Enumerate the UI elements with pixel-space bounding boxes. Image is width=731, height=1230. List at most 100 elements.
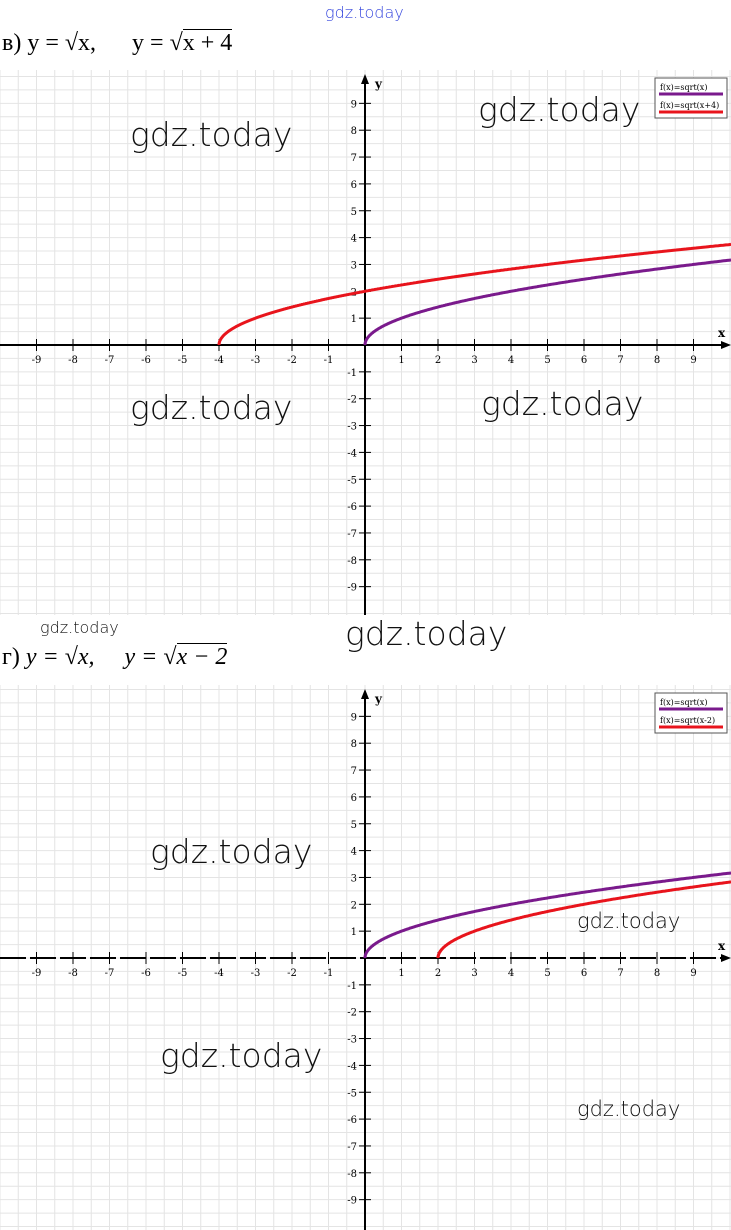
y-tick-label: 2 [351,900,357,911]
x-tick-label: 9 [690,355,696,366]
y-axis-label: y [374,77,383,91]
x-tick-label: -2 [287,355,297,366]
series-line-2 [217,242,731,345]
y-tick-label: -5 [347,475,357,486]
y-tick-label: -9 [347,583,357,594]
y-tick-label: -1 [347,981,357,992]
heading-function-2-radicand: x − 2 [176,643,228,670]
x-tick-label: -7 [105,355,115,366]
legend: f(x)=sqrt(x) f(x)=sqrt(x+4) [654,77,728,119]
watermark: gdz.today [481,384,644,423]
y-tick-label: -5 [347,1088,357,1099]
x-tick-label: 5 [544,968,550,979]
watermark: gdz.today [40,618,119,637]
legend-label: f(x)=sqrt(x+4) [660,101,719,110]
y-tick-label: -3 [347,1035,357,1046]
y-tick-label: -6 [347,502,357,513]
x-tick-label: 1 [398,968,404,979]
y-tick-label: 5 [351,207,357,218]
y-tick-label: -8 [347,1169,357,1180]
x-tick-label: 6 [581,355,587,366]
x-tick-label: 5 [544,355,550,366]
x-tick-label: 4 [508,355,514,366]
watermark: gdz.today [130,115,293,154]
legend: f(x)=sqrt(x) f(x)=sqrt(x-2) [654,692,728,734]
x-tick-label: -7 [105,968,115,979]
x-tick-label: 7 [617,968,623,979]
x-axis-label: x [718,326,726,340]
x-tick-label: 8 [654,355,660,366]
series-line-1 [363,871,731,958]
watermark: gdz.today [160,1036,323,1075]
legend-label: f(x)=sqrt(x-2) [660,716,715,725]
legend-label: f(x)=sqrt(x) [660,83,707,92]
x-tick-label: -3 [251,355,261,366]
heading-function-1: y = √x, [25,644,95,670]
y-tick-label: 9 [351,99,357,110]
y-tick-label: -9 [347,1196,357,1207]
y-tick-label: 4 [351,234,357,245]
y-axis-label: y [374,692,383,706]
x-tick-label: -1 [324,355,334,366]
series-line-1 [363,258,731,345]
watermark: gdz.today [577,909,681,933]
x-tick-label: -4 [214,968,224,979]
x-axis-arrow [721,341,731,349]
y-tick-label: 1 [351,314,357,325]
y-tick-label: 3 [351,260,357,271]
x-axis-label: x [718,939,726,953]
y-tick-label: -2 [347,395,357,406]
x-tick-label: 7 [617,355,623,366]
y-tick-label: 8 [351,126,357,137]
y-tick-label: 9 [351,712,357,723]
y-tick-label: 8 [351,739,357,750]
chart-2: x y -9 -8 -7 -6 -5 -4 -3 -2 -1 1 2 3 4 5 6 7 8 9 -9 -8 -7 -6 -5 -… [0,685,731,1230]
y-axis-arrow [361,74,369,84]
y-tick-label: -7 [347,529,357,540]
y-axis-arrow [361,689,369,699]
y-tick-label: 4 [351,847,357,858]
y-tick-label: 7 [351,766,357,777]
y-tick-label: 1 [351,927,357,938]
heading-letter: г) [2,644,20,670]
x-tick-label: -5 [178,968,188,979]
watermark: gdz.today [325,3,404,22]
x-tick-label: 6 [581,968,587,979]
y-tick-label: 7 [351,153,357,164]
x-tick-label: -5 [178,355,188,366]
y-tick-label: -7 [347,1142,357,1153]
x-tick-label: -9 [32,355,42,366]
x-tick-label: -1 [324,968,334,979]
y-tick-label: 6 [351,180,357,191]
x-tick-label: 2 [435,355,441,366]
heading-function-2-prefix: y = √ [124,644,177,670]
x-tick-label: -6 [141,968,151,979]
y-tick-label: 6 [351,793,357,804]
x-tick-label: -2 [287,968,297,979]
x-tick-label: 3 [471,968,477,979]
watermark: gdz.today [345,614,508,653]
watermark: gdz.today [577,1097,681,1121]
chart-2-heading: г) y = √x, y = √x − 2 [2,643,228,671]
y-tick-label: -4 [347,448,357,459]
y-tick-label: -4 [347,1061,357,1072]
watermark: gdz.today [478,90,641,129]
y-tick-label: 5 [351,820,357,831]
y-tick-label: 3 [351,873,357,884]
chart-1: x y -9 -8 -7 -6 -5 -4 -3 -2 -1 1 2 3 4 5 6 7 8 9 -9 -8 -7 -6 -5 -… [0,70,731,615]
watermark: gdz.today [130,388,293,427]
y-tick-label: -8 [347,556,357,567]
x-tick-label: 9 [690,968,696,979]
x-tick-label: 8 [654,968,660,979]
series-line-2 [436,880,731,959]
legend-label: f(x)=sqrt(x) [660,698,707,707]
x-tick-label: -8 [68,968,78,979]
x-tick-label: -8 [68,355,78,366]
watermark: gdz.today [150,832,313,871]
x-axis-arrow [721,954,731,962]
y-tick-label: -2 [347,1008,357,1019]
x-tick-label: -9 [32,968,42,979]
chart-1-heading: в) y = √x, y = √x + 4 [2,29,233,56]
y-tick-label: -1 [347,368,357,379]
